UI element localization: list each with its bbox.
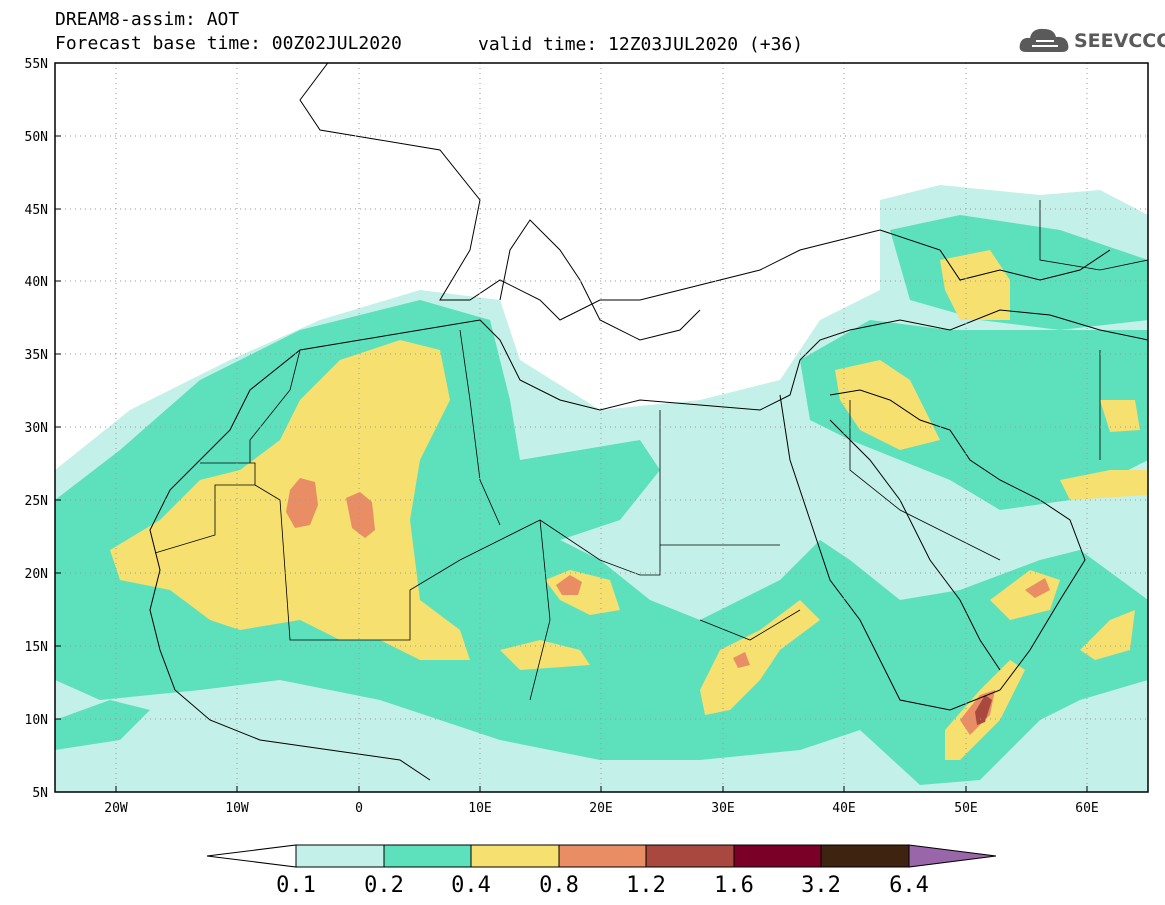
colorbar xyxy=(206,844,997,868)
lat-tick-label: 25N xyxy=(25,494,48,509)
lon-tick-label: 20E xyxy=(589,801,612,816)
lon-tick-label: 10E xyxy=(468,801,491,816)
tick-marks xyxy=(55,135,1088,792)
borders xyxy=(154,200,1148,701)
lon-tick-label: 40E xyxy=(832,801,855,816)
cloud-icon xyxy=(1019,28,1069,52)
aot-1.2-1.6 xyxy=(975,695,992,725)
valid-time: valid time: 12Z03JUL2020 (+36) xyxy=(478,34,804,55)
lon-tick-label: 20W xyxy=(104,801,128,816)
lon-tick-label: 10W xyxy=(225,801,249,816)
coastlines xyxy=(149,63,1148,781)
colorbar-swatch xyxy=(820,844,910,868)
colorbar-label: 3.2 xyxy=(801,873,841,898)
lon-tick-label: 30E xyxy=(711,801,734,816)
lat-tick-label: 5N xyxy=(32,786,48,801)
colorbar-label: 1.6 xyxy=(714,873,754,898)
colorbar-label: 0.1 xyxy=(276,873,316,898)
colorbar-labels: 0.1 0.2 0.4 0.8 1.2 1.6 3.2 6.4 xyxy=(276,873,929,898)
lat-tick-label: 10N xyxy=(25,713,48,728)
lon-tick-label: 50E xyxy=(954,801,977,816)
lat-tick-labels: 5N 10N 15N 20N 25N 30N 35N 40N 45N 50N 5… xyxy=(25,57,48,801)
colorbar-label: 0.8 xyxy=(539,873,579,898)
lat-tick-label: 30N xyxy=(25,421,48,436)
forecast-base-time: Forecast base time: 00Z02JUL2020 xyxy=(55,33,402,54)
colorbar-label: 0.2 xyxy=(364,873,404,898)
lon-tick-label: 0 xyxy=(355,801,363,816)
colorbar-swatch xyxy=(383,844,472,868)
lat-tick-label: 45N xyxy=(25,203,48,218)
lat-tick-label: 20N xyxy=(25,567,48,582)
lon-tick-label: 60E xyxy=(1075,801,1098,816)
colorbar-label: 6.4 xyxy=(889,873,929,898)
colorbar-upper-extend xyxy=(908,844,997,868)
gridlines xyxy=(55,63,1148,792)
lat-tick-label: 50N xyxy=(25,130,48,145)
colorbar-swatch xyxy=(470,844,560,868)
lat-tick-label: 40N xyxy=(25,275,48,290)
colorbar-swatch xyxy=(733,844,822,868)
lat-tick-label: 35N xyxy=(25,348,48,363)
logo-text: SEEVCCC xyxy=(1074,30,1165,52)
colorbar-label: 0.4 xyxy=(451,873,491,898)
colorbar-lower-extend xyxy=(206,844,297,868)
lat-tick-label: 55N xyxy=(25,57,48,72)
map-title: DREAM8-assim: AOT xyxy=(55,9,240,30)
lon-tick-labels: 20W 10W 0 10E 20E 30E 40E 50E 60E xyxy=(104,801,1098,816)
lat-tick-label: 15N xyxy=(25,640,48,655)
colorbar-swatch xyxy=(295,844,385,868)
colorbar-swatch xyxy=(645,844,735,868)
colorbar-label: 1.2 xyxy=(626,873,666,898)
colorbar-swatch xyxy=(558,844,647,868)
